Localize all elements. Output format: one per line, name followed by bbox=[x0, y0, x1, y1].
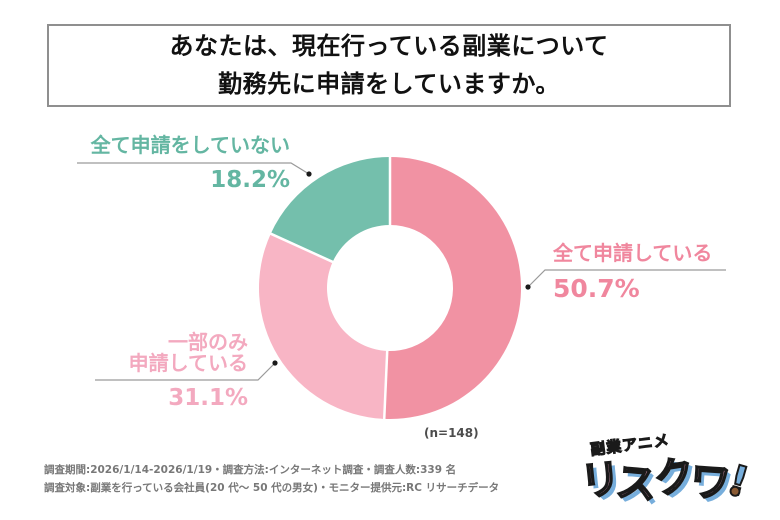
segment-separator bbox=[269, 232, 335, 264]
donut-segment bbox=[270, 157, 390, 262]
segment-value-all-applied: 50.7% bbox=[553, 274, 640, 303]
survey-question-box: あなたは、現在行っている副業について 勤務先に申請をしていますか。 bbox=[47, 24, 731, 107]
leader-line bbox=[77, 162, 310, 175]
leader-dot bbox=[306, 171, 312, 177]
leader-dot bbox=[525, 284, 531, 290]
logo-char: ス bbox=[613, 458, 656, 509]
survey-notes: 調査期間:2026/1/14-2026/1/19・調査方法:インターネット調査・… bbox=[44, 461, 499, 498]
leader-line bbox=[527, 269, 726, 288]
donut-segment bbox=[259, 233, 388, 419]
survey-notes-line2: 調査対象:副業を行っている会社員(20 代〜 50 代の男女)・モニター提供元:… bbox=[44, 482, 500, 495]
donut-segment bbox=[384, 157, 522, 419]
leader-line bbox=[95, 362, 276, 381]
risukuwa-logo: 副業アニメ リスクワ! bbox=[577, 431, 751, 516]
segment-label-partially-applied-line1: 一部のみ bbox=[168, 330, 248, 354]
segment-value-partially-applied: 31.1% bbox=[168, 385, 248, 411]
segment-label-all-applied: 全て申請している bbox=[553, 241, 713, 265]
segment-separator bbox=[382, 349, 389, 420]
survey-question-line1: あなたは、現在行っている副業について bbox=[169, 32, 609, 61]
logo-char: リ bbox=[577, 455, 621, 507]
segment-label-none-applied: 全て申請をしていない bbox=[90, 133, 290, 157]
segment-value-none-applied: 18.2% bbox=[210, 167, 290, 193]
leader-dot bbox=[272, 360, 278, 366]
logo-name: リスクワ! bbox=[577, 446, 751, 509]
logo-char: ク bbox=[650, 451, 696, 504]
sample-size-label: (n=148) bbox=[424, 426, 479, 440]
survey-question-line2: 勤務先に申請をしていますか。 bbox=[218, 69, 560, 98]
segment-label-partially-applied-line2: 申請している bbox=[128, 351, 248, 375]
survey-notes-line1: 調査期間:2026/1/14-2026/1/19・調査方法:インターネット調査・… bbox=[44, 464, 457, 476]
